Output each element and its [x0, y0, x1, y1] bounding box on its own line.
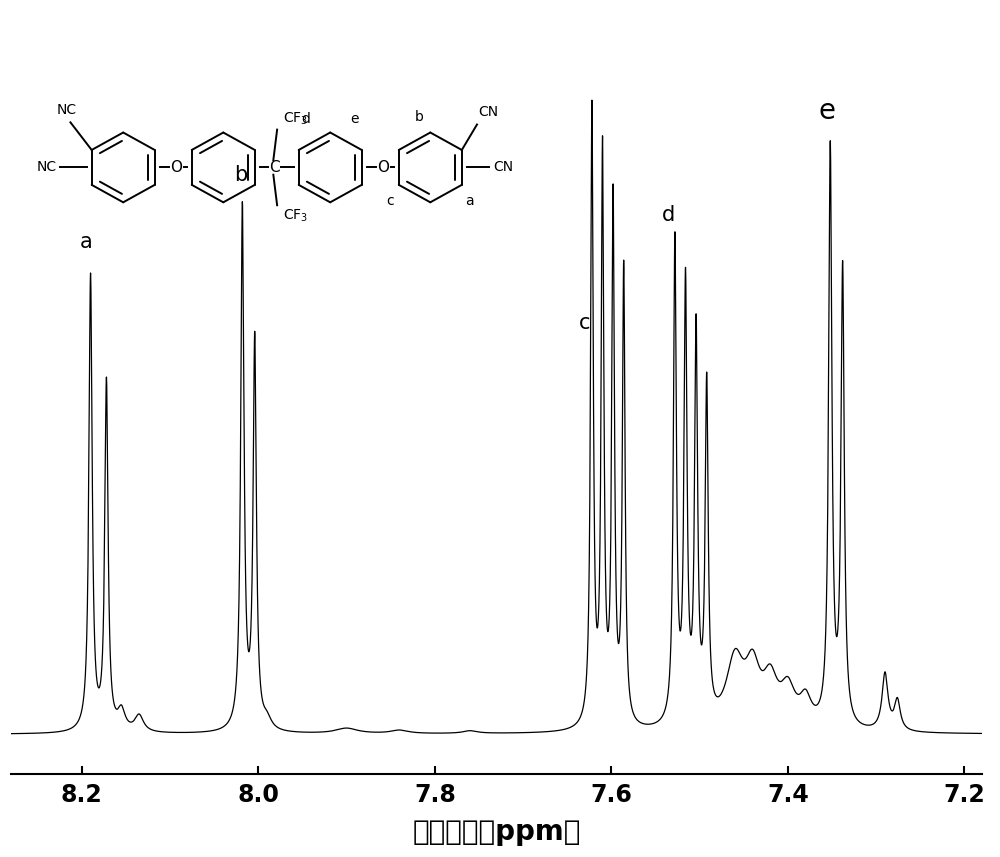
- Text: b: b: [234, 165, 247, 185]
- Text: c: c: [579, 313, 591, 333]
- X-axis label: 化学位移（ppm）: 化学位移（ppm）: [412, 818, 581, 846]
- Text: d: d: [662, 206, 675, 225]
- Text: e: e: [818, 97, 835, 125]
- Text: a: a: [80, 232, 93, 252]
